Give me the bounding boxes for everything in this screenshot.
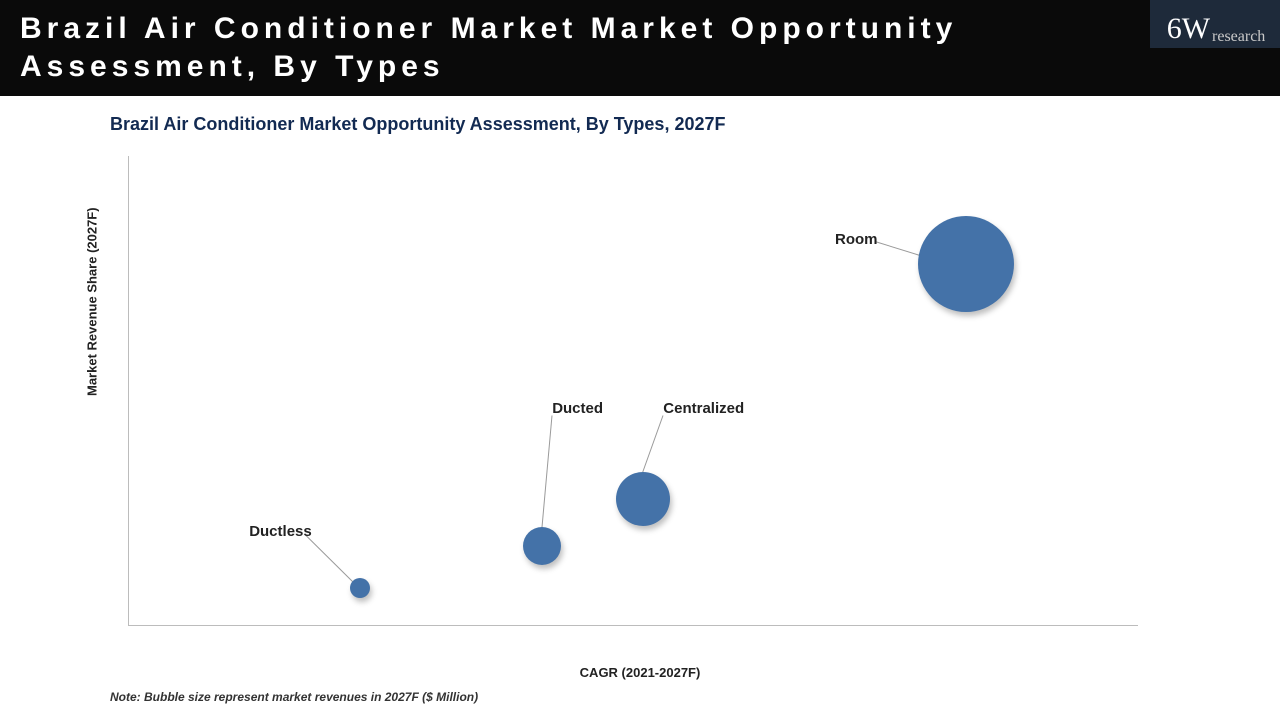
bubble-room xyxy=(918,216,1014,312)
logo: 6W research xyxy=(1150,0,1280,48)
bubble-label-ducted: Ducted xyxy=(552,400,603,417)
x-axis-line xyxy=(128,625,1138,626)
bubble-centralized xyxy=(616,472,670,526)
bubble-ducted xyxy=(523,527,561,565)
bubble-label-room: Room xyxy=(835,231,878,248)
leader-line xyxy=(304,534,352,582)
bubble-ductless xyxy=(350,578,370,598)
y-axis-label: Market Revenue Share (2027F) xyxy=(85,207,100,396)
bubble-label-centralized: Centralized xyxy=(663,400,744,417)
leader-line xyxy=(643,415,664,472)
logo-main: 6W xyxy=(1167,14,1210,44)
page-title: Brazil Air Conditioner Market Market Opp… xyxy=(20,10,980,85)
leader-line xyxy=(875,241,921,256)
chart-container: Brazil Air Conditioner Market Opportunit… xyxy=(0,96,1280,720)
plot-area: Ductless Ducted Centralized Room xyxy=(128,156,1138,626)
bubble-label-ductless: Ductless xyxy=(249,523,312,540)
y-axis-line xyxy=(128,156,129,626)
header-bar: Brazil Air Conditioner Market Market Opp… xyxy=(0,0,1280,96)
leader-line xyxy=(542,415,553,528)
logo-sub: research xyxy=(1212,28,1265,46)
chart-note: Note: Bubble size represent market reven… xyxy=(110,690,478,704)
chart-title: Brazil Air Conditioner Market Opportunit… xyxy=(110,114,725,135)
x-axis-label: CAGR (2021-2027F) xyxy=(580,665,701,680)
